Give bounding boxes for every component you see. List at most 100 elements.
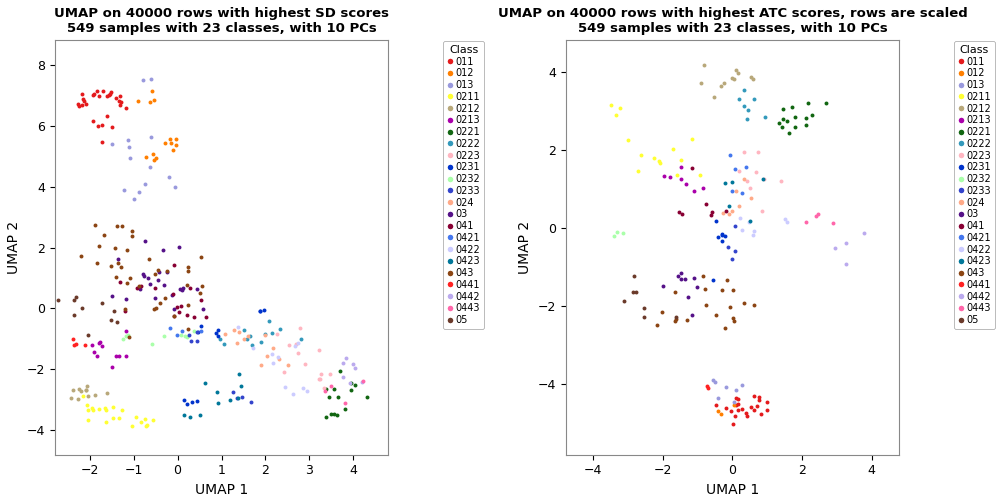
0233 <box>190 328 206 336</box>
0211 <box>75 392 91 400</box>
0211 <box>98 406 114 414</box>
0222 <box>236 327 252 335</box>
011 <box>108 94 124 102</box>
011 <box>96 87 112 95</box>
0223 <box>748 168 764 176</box>
0221 <box>319 385 335 393</box>
011 <box>739 412 755 420</box>
0421 <box>738 163 754 171</box>
011 <box>728 401 744 409</box>
0212 <box>713 82 729 90</box>
024 <box>226 326 242 334</box>
03 <box>689 283 706 291</box>
0211 <box>128 413 144 421</box>
043 <box>124 227 140 235</box>
012 <box>145 96 161 104</box>
0222 <box>739 115 755 123</box>
03 <box>155 245 171 254</box>
03 <box>132 285 148 293</box>
0223 <box>750 149 766 157</box>
0233 <box>183 337 200 345</box>
012 <box>147 154 163 162</box>
0211 <box>603 101 619 109</box>
0211 <box>86 406 102 414</box>
024 <box>279 361 295 369</box>
03 <box>673 269 689 277</box>
0221 <box>771 119 787 127</box>
041 <box>181 284 198 292</box>
0222 <box>736 102 752 110</box>
0223 <box>276 368 292 376</box>
0211 <box>683 135 700 143</box>
0221 <box>774 123 790 131</box>
0222 <box>293 335 309 343</box>
03 <box>190 285 206 293</box>
0221 <box>359 394 375 402</box>
0423 <box>176 411 193 419</box>
0211 <box>672 156 688 164</box>
03 <box>670 272 686 280</box>
0443 <box>797 218 813 226</box>
013 <box>116 186 132 194</box>
041 <box>673 210 689 218</box>
0212 <box>745 75 761 83</box>
043 <box>148 303 164 311</box>
0211 <box>668 171 684 179</box>
0213 <box>105 363 121 371</box>
0233 <box>720 242 736 250</box>
043 <box>725 313 741 322</box>
0423 <box>233 382 249 390</box>
05 <box>616 297 632 305</box>
043 <box>179 263 196 271</box>
013 <box>708 377 724 386</box>
0211 <box>608 111 624 119</box>
013 <box>135 76 151 84</box>
0233 <box>226 388 242 396</box>
03 <box>172 285 188 293</box>
03 <box>174 286 191 294</box>
043 <box>697 285 713 293</box>
0222 <box>740 106 756 114</box>
0221 <box>343 387 359 395</box>
011 <box>101 91 117 99</box>
0421 <box>174 327 191 335</box>
041 <box>165 261 181 269</box>
011 <box>74 90 90 98</box>
Title: UMAP on 40000 rows with highest SD scores
549 samples with 23 classes, with 10 P: UMAP on 40000 rows with highest SD score… <box>54 7 389 35</box>
024 <box>240 332 256 340</box>
0221 <box>347 381 363 389</box>
0213 <box>118 327 134 335</box>
0223 <box>317 384 333 392</box>
011 <box>75 101 91 109</box>
043 <box>121 333 137 341</box>
0212 <box>78 386 94 394</box>
011 <box>751 396 767 404</box>
011 <box>743 403 759 411</box>
0442 <box>335 359 351 367</box>
0221 <box>817 99 834 107</box>
0442 <box>335 373 351 381</box>
0222 <box>746 95 762 103</box>
012 <box>164 146 180 154</box>
0232 <box>118 332 134 340</box>
0213 <box>86 348 102 356</box>
012 <box>142 98 158 106</box>
013 <box>136 180 152 188</box>
012 <box>146 156 162 164</box>
011 <box>94 121 110 129</box>
0421 <box>722 151 738 159</box>
043 <box>119 246 135 255</box>
0213 <box>91 339 107 347</box>
041 <box>703 211 719 219</box>
05 <box>626 272 642 280</box>
0443 <box>355 376 371 385</box>
011 <box>112 92 128 100</box>
0221 <box>786 123 802 131</box>
041 <box>169 302 185 310</box>
0211 <box>105 403 121 411</box>
011 <box>118 104 134 112</box>
013 <box>705 376 721 384</box>
0213 <box>695 184 711 192</box>
011 <box>730 395 746 403</box>
0422 <box>269 353 285 361</box>
